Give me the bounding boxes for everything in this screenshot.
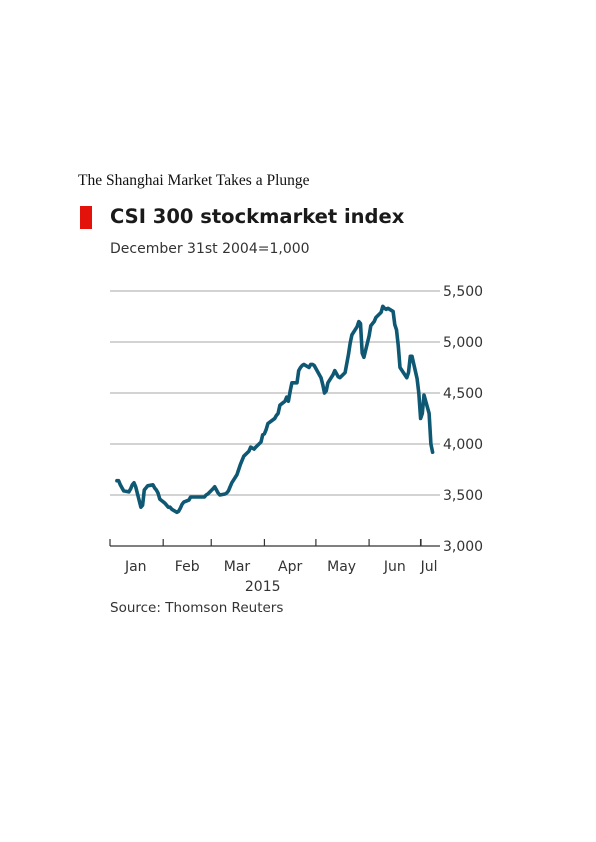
- y-tick-label: 4,500: [443, 386, 483, 402]
- chart-title: CSI 300 stockmarket index: [110, 205, 405, 228]
- x-tick-label: Jun: [383, 559, 406, 575]
- chart-subtitle: December 31st 2004=1,000: [110, 241, 310, 257]
- series-line: [115, 304, 435, 515]
- y-tick-label: 4,000: [443, 437, 483, 453]
- chart-source: Source: Thomson Reuters: [110, 600, 284, 616]
- series-layer: [115, 304, 435, 515]
- x-tick-label: May: [327, 559, 356, 575]
- accent-tag: [80, 206, 92, 229]
- x-axis: Jan Feb Mar Apr May Jun Jul 2015: [109, 539, 440, 595]
- x-tick-label: Mar: [224, 559, 251, 575]
- x-tick-label: Apr: [278, 559, 302, 575]
- y-tick-label: 5,000: [443, 335, 483, 351]
- y-axis-ticks: 3,000 3,500 4,000 4,500 5,000 5,500: [443, 284, 483, 555]
- x-tick-label: Feb: [175, 559, 200, 575]
- y-tick-label: 3,500: [443, 488, 483, 504]
- x-year-label: 2015: [245, 579, 281, 595]
- page-title: The Shanghai Market Takes a Plunge: [78, 172, 310, 189]
- x-tick-label: Jul: [420, 559, 438, 575]
- y-tick-label: 5,500: [443, 284, 483, 300]
- y-tick-label: 3,000: [443, 539, 483, 555]
- x-tick-label: Jan: [124, 559, 147, 575]
- grid-lines: [110, 290, 440, 496]
